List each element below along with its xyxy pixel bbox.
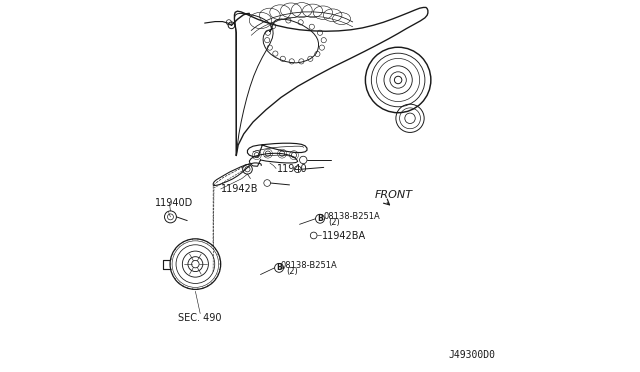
Circle shape [264, 180, 271, 186]
Circle shape [310, 232, 317, 239]
Text: (2): (2) [328, 218, 340, 227]
Text: (2): (2) [286, 267, 298, 276]
Text: 11942BA: 11942BA [322, 231, 366, 241]
Text: B: B [276, 263, 282, 272]
Text: SEC. 490: SEC. 490 [179, 313, 222, 323]
Circle shape [294, 166, 301, 173]
Text: J49300D0: J49300D0 [449, 350, 495, 360]
Text: 11942B: 11942B [221, 184, 259, 194]
Circle shape [300, 156, 307, 164]
Text: FRONT: FRONT [375, 190, 413, 199]
Text: 08138-B251A: 08138-B251A [324, 212, 380, 221]
Text: B: B [317, 214, 323, 223]
Circle shape [275, 263, 284, 272]
Circle shape [316, 214, 324, 223]
Text: 11940: 11940 [277, 164, 308, 174]
Text: 08138-B251A: 08138-B251A [281, 262, 338, 270]
Text: 11940D: 11940D [154, 198, 193, 208]
